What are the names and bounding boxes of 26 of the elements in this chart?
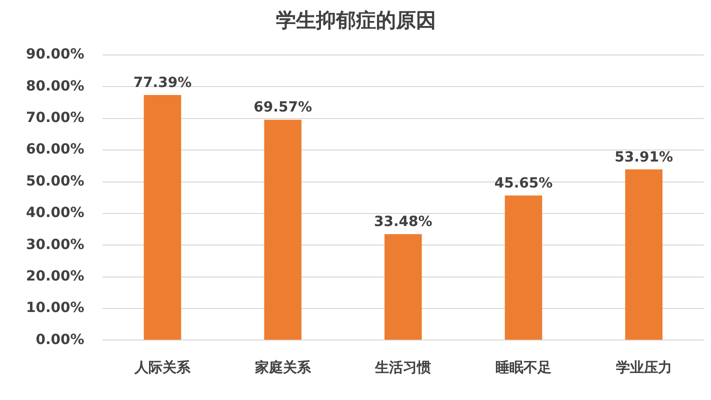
y-tick-label: 10.00% (26, 300, 84, 316)
x-tick-label: 家庭关系 (254, 359, 312, 376)
y-tick-label: 50.00% (26, 173, 84, 190)
bar (264, 120, 302, 340)
data-label: 53.91% (614, 149, 673, 166)
data-label: 69.57% (254, 100, 312, 116)
y-tick-label: 70.00% (26, 110, 84, 126)
y-tick-label: 80.00% (26, 78, 84, 94)
data-label: 77.39% (133, 74, 192, 91)
x-tick-label: 生活习惯 (374, 360, 432, 376)
x-tick-label: 睡眠不足 (495, 360, 552, 376)
y-tick-label: 20.00% (26, 268, 84, 284)
y-tick-label: 60.00% (26, 142, 84, 158)
bar (625, 169, 662, 340)
y-tick-label: 90.00% (26, 46, 84, 63)
data-label: 45.65% (494, 176, 553, 192)
data-label: 33.48% (374, 214, 432, 230)
bar (144, 94, 182, 340)
x-tick-label: 人际关系 (133, 359, 192, 376)
x-tick-label: 学业压力 (616, 360, 672, 376)
y-tick-label: 0.00% (36, 332, 84, 348)
bar (504, 196, 542, 340)
y-tick-label: 30.00% (26, 236, 84, 253)
chart-title: 学生抑郁症的原因 (276, 8, 436, 32)
y-tick-label: 40.00% (26, 205, 84, 222)
bar (384, 234, 422, 340)
